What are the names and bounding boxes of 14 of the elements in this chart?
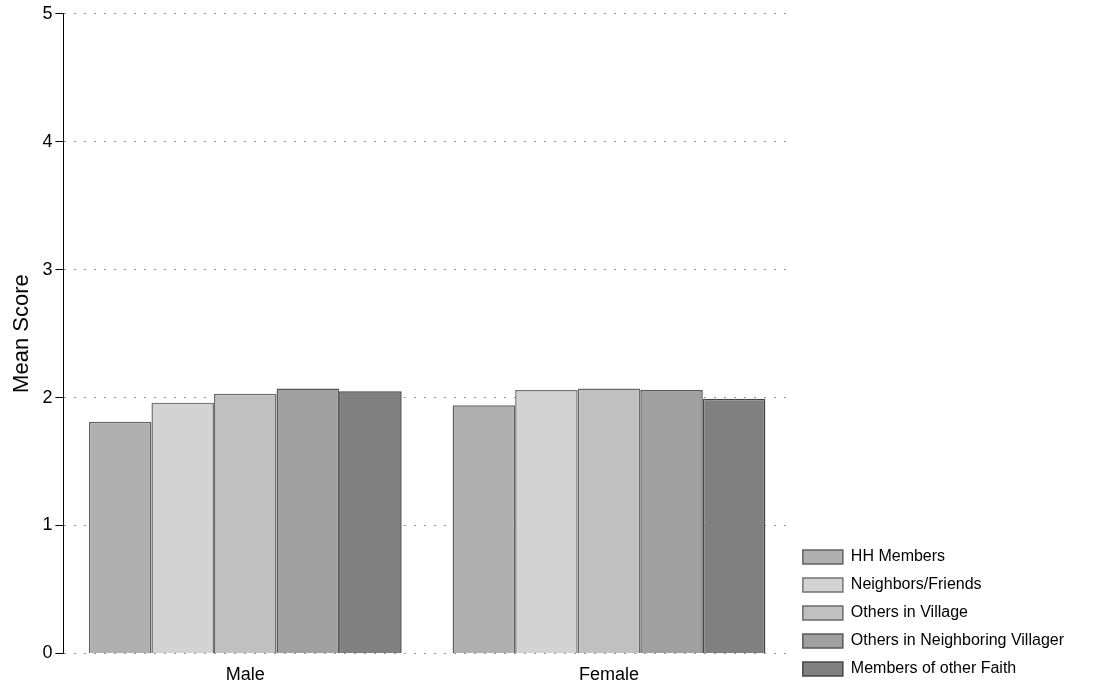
y-tick-label: 4 — [42, 130, 53, 151]
y-tick-label: 0 — [42, 642, 53, 663]
legend-label: Others in Neighboring Villager — [850, 631, 1065, 649]
x-tick-label: Female — [578, 664, 639, 685]
y-tick-label: 3 — [42, 258, 53, 279]
legend-label: Neighbors/Friends — [850, 575, 982, 593]
y-axis-title: Mean Score — [8, 274, 34, 393]
legend-label: Others in Village — [850, 603, 969, 621]
y-tick-label: 5 — [42, 2, 53, 23]
y-tick-label: 2 — [42, 386, 53, 407]
legend-label: Members of other Faith — [850, 659, 1017, 677]
x-tick-label: Male — [225, 664, 265, 685]
legend-label: HH Members — [850, 547, 946, 565]
y-tick-label: 1 — [42, 514, 53, 535]
